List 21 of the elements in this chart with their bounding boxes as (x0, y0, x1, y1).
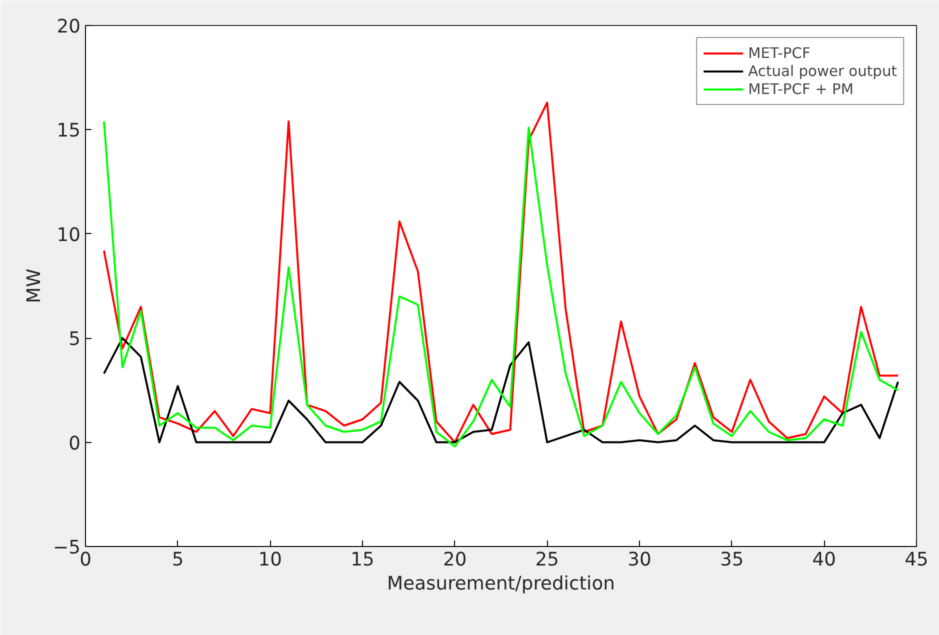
x-tick-label: 15 (350, 550, 374, 570)
y-axis-title: MW (24, 268, 45, 304)
y-tick-label: 5 (68, 329, 81, 350)
y-tick-label: 20 (56, 16, 81, 38)
line-series (102, 337, 900, 444)
legend-label: MET-PCF + PM (748, 80, 854, 98)
x-tick-label: 20 (442, 550, 467, 570)
x-tick-label: 35 (720, 550, 744, 570)
y-tick-label: 0 (68, 433, 81, 454)
x-tick-label: 25 (535, 550, 560, 570)
y-tick-label: 15 (56, 120, 81, 142)
x-tick-label: 40 (812, 550, 836, 570)
x-tick-label: 45 (904, 550, 928, 570)
x-tick-label: 10 (258, 550, 282, 570)
x-axis-title: Measurement/prediction (387, 574, 615, 594)
x-tick-label: 5 (172, 550, 184, 570)
x-tick-label: 30 (628, 550, 652, 570)
legend-label: Actual power output (748, 62, 897, 80)
y-tick-label: 10 (56, 224, 81, 246)
y-tick-label: −5 (53, 538, 81, 558)
legend-label: MET-PCF (748, 44, 810, 62)
